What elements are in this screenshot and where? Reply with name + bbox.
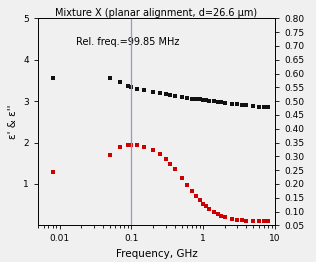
Title: Mixture X (planar alignment, d=26.6 μm): Mixture X (planar alignment, d=26.6 μm) <box>55 8 258 18</box>
X-axis label: Frequency, GHz: Frequency, GHz <box>116 249 197 259</box>
Y-axis label: ε' & ε'': ε' & ε'' <box>8 105 18 139</box>
Text: Rel. freq.=99.85 MHz: Rel. freq.=99.85 MHz <box>76 37 179 47</box>
